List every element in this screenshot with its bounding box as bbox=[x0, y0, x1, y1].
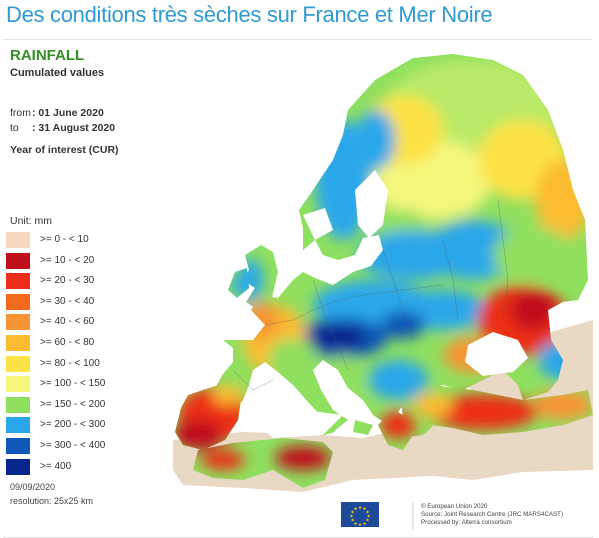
footer-resolution: resolution: 25x25 km bbox=[10, 496, 94, 506]
country-borders bbox=[232, 199, 509, 391]
footer-date: 09/09/2020 bbox=[10, 482, 56, 492]
legend-swatch bbox=[6, 438, 30, 454]
svg-text:★: ★ bbox=[367, 514, 371, 520]
period-to: to : 31 August 2020 bbox=[10, 122, 115, 134]
legend-label: >= 300 - < 400 bbox=[40, 440, 106, 451]
legend-label: >= 0 - < 10 bbox=[40, 234, 89, 245]
to-label: to bbox=[10, 122, 19, 134]
legend-label: >= 200 - < 300 bbox=[40, 419, 106, 431]
legend-item: >= 30 - < 40 bbox=[6, 292, 166, 312]
svg-text:★: ★ bbox=[350, 514, 354, 520]
svg-text:★: ★ bbox=[354, 506, 358, 512]
legend-swatch bbox=[6, 355, 30, 372]
legend-label: >= 100 - < 150 bbox=[40, 378, 106, 390]
credit-processed: Processed by: Alterra consortium bbox=[421, 519, 512, 526]
legend-swatch bbox=[6, 314, 30, 331]
legend-swatch bbox=[6, 376, 30, 393]
rainfall-map-figure: ★ ★ ★ ★ ★ ★ ★ ★ ★ ★ ★ ★ RAINFALL Cumulated value… bbox=[3, 39, 593, 538]
legend-label: >= 30 - < 40 bbox=[40, 295, 95, 307]
legend-item: >= 0 - < 10 bbox=[6, 230, 166, 250]
legend-item: >= 80 - < 100 bbox=[6, 354, 166, 374]
legend-item: >= 200 - < 300 bbox=[6, 415, 166, 435]
svg-text:★: ★ bbox=[366, 510, 370, 516]
legend-swatch bbox=[6, 252, 30, 269]
year-of-interest: Year of interest (CUR) bbox=[10, 144, 119, 156]
svg-text:★: ★ bbox=[354, 521, 358, 527]
svg-text:★: ★ bbox=[358, 505, 362, 511]
legend-item: >= 150 - < 200 bbox=[6, 395, 166, 415]
unit-label: Unit: mm bbox=[10, 215, 52, 227]
legend-swatch bbox=[6, 293, 30, 310]
legend-swatch bbox=[6, 417, 30, 434]
legend-label: >= 20 - < 30 bbox=[40, 275, 95, 287]
legend-label: >= 150 - < 200 bbox=[40, 398, 106, 410]
legend-item: >= 40 - < 60 bbox=[6, 312, 166, 332]
svg-text:★: ★ bbox=[351, 518, 355, 524]
legend-label: >= 400 bbox=[40, 460, 72, 472]
legend-swatch bbox=[6, 396, 30, 413]
svg-text:★: ★ bbox=[366, 518, 370, 524]
legend-swatch bbox=[6, 335, 30, 351]
svg-text:★: ★ bbox=[351, 510, 355, 516]
legend-label: >= 80 - < 100 bbox=[40, 357, 100, 369]
legend-item: >= 300 - < 400 bbox=[6, 436, 166, 456]
eu-flag-icon: ★ ★★ ★★★ ★★★ ★★★ bbox=[341, 502, 379, 528]
seas bbox=[258, 170, 528, 438]
rainfall-field bbox=[175, 54, 593, 488]
legend-item: >= 20 - < 30 bbox=[6, 271, 166, 291]
page-title: Des conditions très sèches sur France et… bbox=[6, 2, 493, 27]
credit-copyright: © European Union 2020 bbox=[421, 503, 488, 510]
to-date: : 31 August 2020 bbox=[32, 122, 116, 134]
legend-label: >= 60 - < 80 bbox=[40, 337, 95, 348]
legend-item: >= 400 bbox=[6, 457, 166, 477]
legend-swatch bbox=[6, 458, 30, 475]
europe-map: ★ ★★ ★★★ ★★★ ★★★ bbox=[173, 54, 593, 530]
period-from: from: 01 June 2020 bbox=[10, 107, 104, 119]
from-label: from bbox=[10, 107, 31, 119]
svg-text:★: ★ bbox=[363, 506, 367, 512]
credits: © European Union 2020 Source: Joint Rese… bbox=[421, 503, 563, 527]
legend-swatch bbox=[6, 273, 30, 290]
legend-label: >= 10 - < 20 bbox=[40, 254, 95, 266]
legend-item: >= 100 - < 150 bbox=[6, 374, 166, 394]
from-date: : 01 June 2020 bbox=[32, 107, 104, 119]
svg-text:★: ★ bbox=[363, 521, 367, 527]
legend-label: >= 40 - < 60 bbox=[40, 316, 95, 328]
legend-swatch bbox=[6, 232, 30, 248]
map-heading: RAINFALL bbox=[10, 47, 85, 64]
credit-source: Source: Joint Research Centre (JRC MARS4… bbox=[421, 511, 564, 518]
legend-item: >= 60 - < 80 bbox=[6, 333, 166, 353]
svg-text:★: ★ bbox=[358, 522, 362, 528]
map-subheading: Cumulated values bbox=[10, 67, 105, 79]
legend-item: >= 10 - < 20 bbox=[6, 251, 166, 271]
